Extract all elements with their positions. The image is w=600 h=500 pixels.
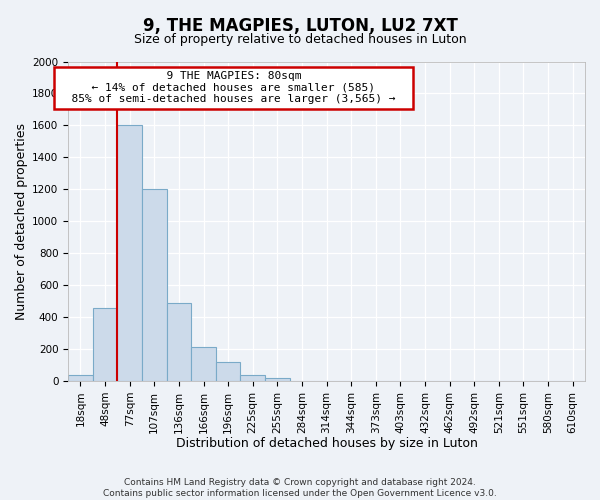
Bar xyxy=(167,302,191,381)
Bar xyxy=(68,376,93,381)
Text: 9, THE MAGPIES, LUTON, LU2 7XT: 9, THE MAGPIES, LUTON, LU2 7XT xyxy=(143,18,457,36)
X-axis label: Distribution of detached houses by size in Luton: Distribution of detached houses by size … xyxy=(176,437,478,450)
Bar xyxy=(216,362,241,381)
Text: 9 THE MAGPIES: 80sqm  
  ← 14% of detached houses are smaller (585)  
  85% of s: 9 THE MAGPIES: 80sqm ← 14% of detached h… xyxy=(58,71,409,104)
Bar xyxy=(191,348,216,381)
Y-axis label: Number of detached properties: Number of detached properties xyxy=(15,122,28,320)
Bar xyxy=(241,374,265,381)
Text: Contains HM Land Registry data © Crown copyright and database right 2024.
Contai: Contains HM Land Registry data © Crown c… xyxy=(103,478,497,498)
Bar xyxy=(265,378,290,381)
Bar xyxy=(118,126,142,381)
Text: Size of property relative to detached houses in Luton: Size of property relative to detached ho… xyxy=(134,32,466,46)
Bar xyxy=(142,190,167,381)
Bar xyxy=(93,308,118,381)
